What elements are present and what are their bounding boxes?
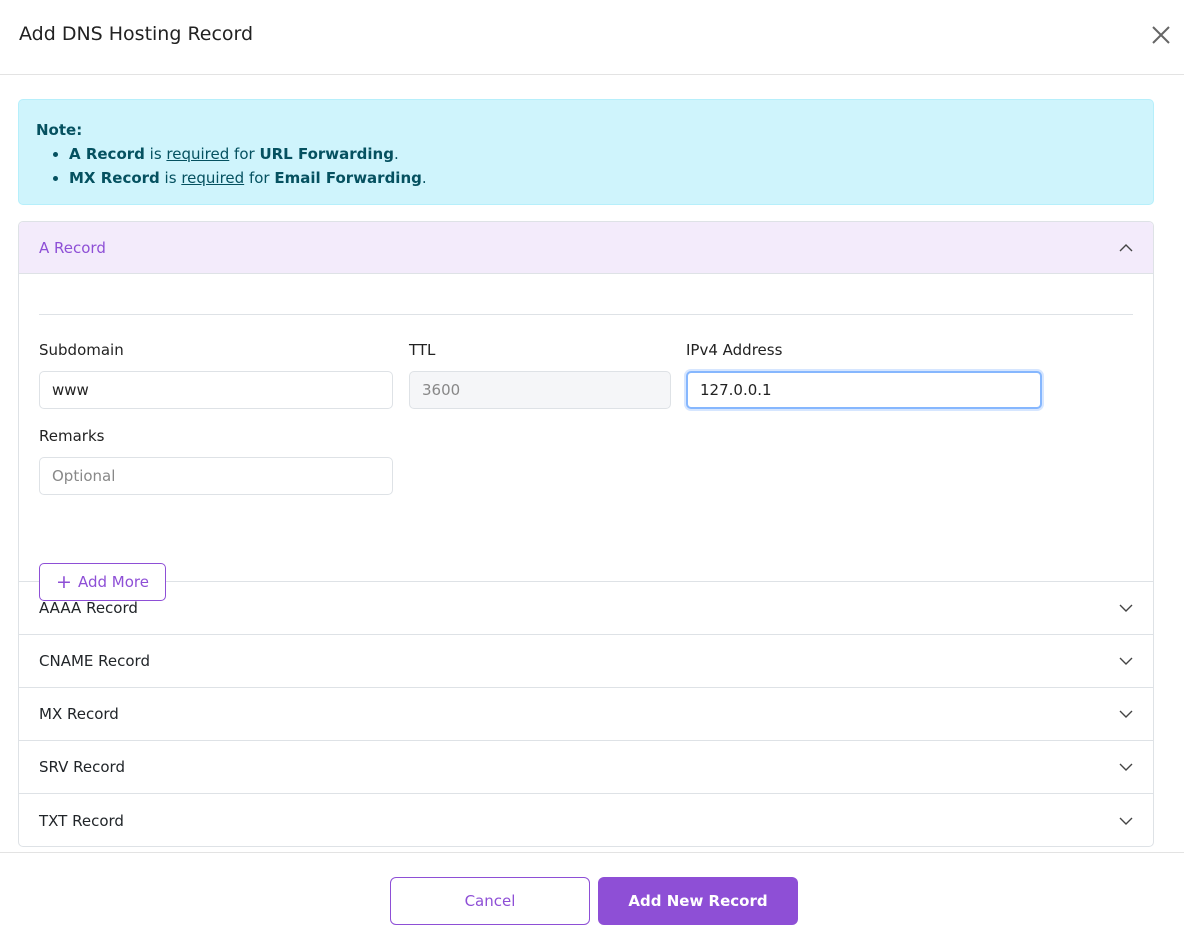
modal-title: Add DNS Hosting Record: [19, 23, 254, 45]
modal-header: Add DNS Hosting Record: [0, 0, 1184, 75]
a-record-form: Subdomain TTL IPv4 Address Remarks +Add …: [19, 274, 1153, 601]
accordion-mx-record[interactable]: MX Record: [19, 688, 1153, 741]
remarks-input[interactable]: [39, 457, 393, 495]
cancel-button[interactable]: Cancel: [390, 877, 590, 925]
chevron-down-icon: [1119, 657, 1133, 665]
remarks-label: Remarks: [39, 427, 105, 445]
note-item: MX Record is required for Email Forwardi…: [69, 166, 1136, 190]
accordion-aaaa-record[interactable]: AAAA Record: [19, 582, 1153, 635]
ttl-input: [409, 371, 671, 409]
plus-icon: +: [56, 571, 72, 593]
ipv4-input[interactable]: [686, 371, 1042, 409]
chevron-down-icon: [1119, 817, 1133, 825]
note-heading: Note:: [36, 121, 83, 139]
note-alert: Note: A Record is required for URL Forwa…: [18, 99, 1154, 205]
close-icon[interactable]: [1150, 24, 1172, 46]
divider: [39, 314, 1133, 315]
subdomain-input[interactable]: [39, 371, 393, 409]
chevron-down-icon: [1119, 604, 1133, 612]
accordion-txt-record[interactable]: TXT Record: [19, 794, 1153, 846]
add-more-button[interactable]: + Add More: [39, 563, 166, 601]
accordion-cname-record[interactable]: CNAME Record: [19, 635, 1153, 688]
chevron-down-icon: [1119, 710, 1133, 718]
accordion-a-record[interactable]: A Record: [19, 222, 1153, 274]
chevron-down-icon: [1119, 763, 1133, 771]
accordion-title: A Record: [39, 238, 106, 257]
modal-footer: Cancel Add New Record: [0, 852, 1184, 949]
chevron-up-icon: [1119, 243, 1133, 251]
add-new-record-button[interactable]: Add New Record: [598, 877, 798, 925]
ipv4-label: IPv4 Address: [686, 341, 783, 359]
ttl-label: TTL: [409, 341, 436, 359]
note-item: A Record is required for URL Forwarding.: [69, 142, 1136, 166]
accordion-srv-record[interactable]: SRV Record: [19, 741, 1153, 794]
record-accordion: A Record Subdomain TTL IPv4 Address Rema…: [18, 221, 1154, 847]
subdomain-label: Subdomain: [39, 341, 124, 359]
